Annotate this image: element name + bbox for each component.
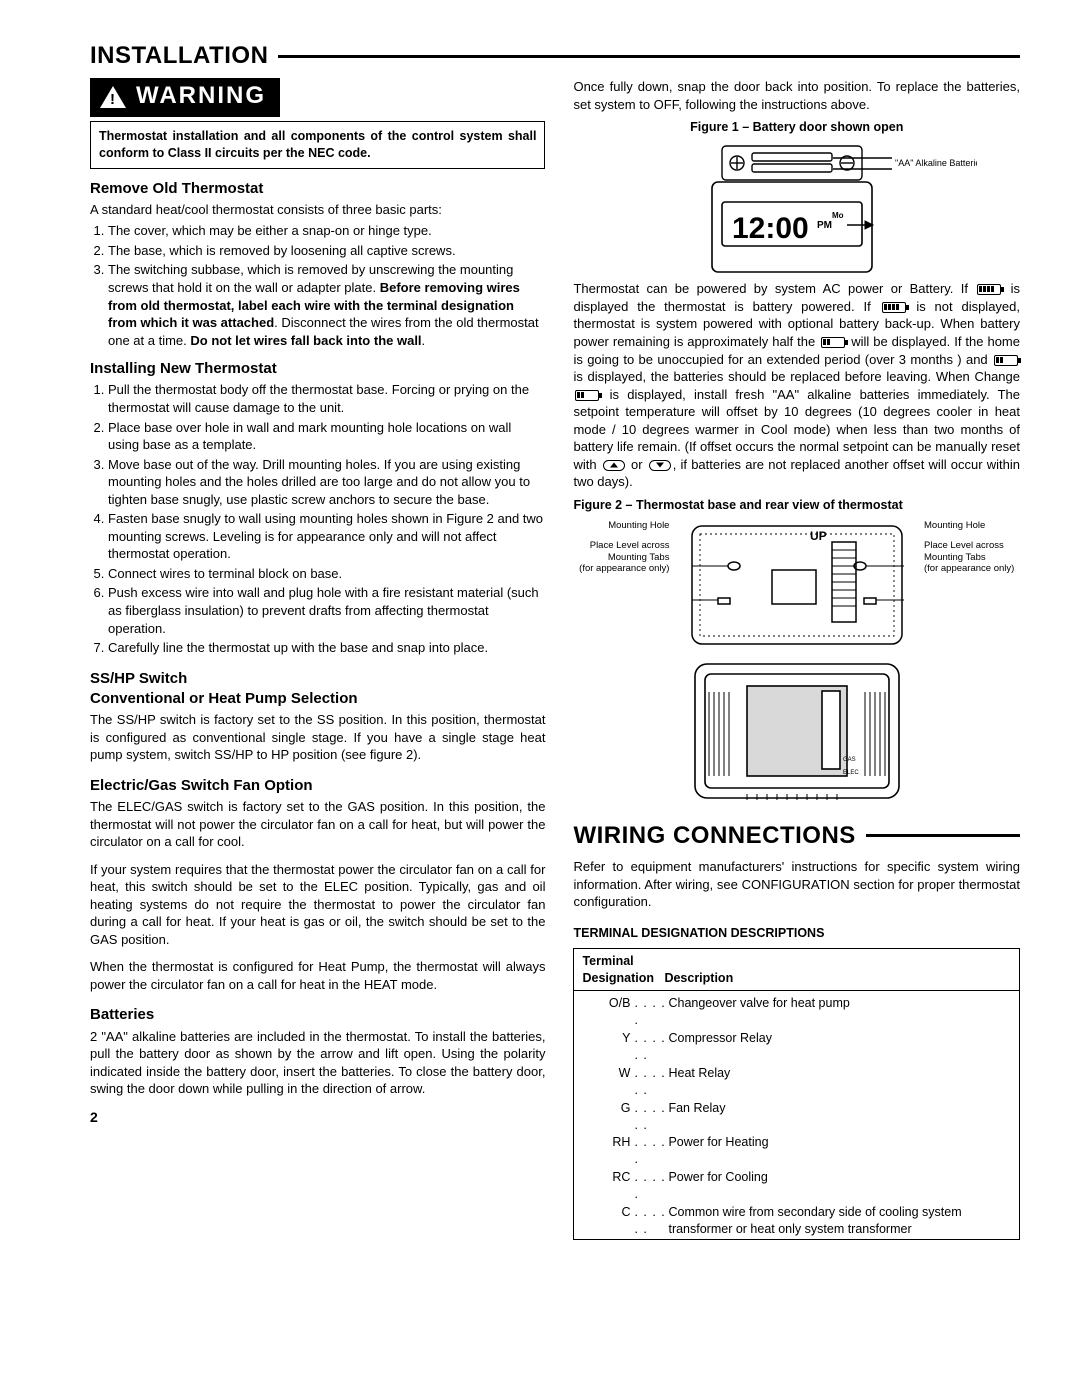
batteries-para: 2 "AA" alkaline batteries are included i… (90, 1028, 545, 1098)
remove-old-list: The cover, which may be either a snap-on… (90, 222, 545, 349)
terminal-dots: . . . . . . (634, 1100, 668, 1134)
fig1-pm-label: PM (817, 220, 832, 231)
install-new-item: Pull the thermostat body off the thermos… (108, 381, 545, 416)
terminal-code: G (582, 1100, 634, 1134)
fig1-clock-display: 12:00 (732, 212, 809, 245)
right-column: Once fully down, snap the door back into… (573, 78, 1020, 1239)
battery-icon (821, 337, 845, 348)
warning-triangle-icon (100, 86, 126, 108)
terminal-dots: . . . . . . (634, 1030, 668, 1064)
install-new-list: Pull the thermostat body off the thermos… (90, 381, 545, 656)
warning-text-box: Thermostat installation and all componen… (90, 121, 545, 169)
terminal-desc: Compressor Relay (668, 1030, 1011, 1064)
terminal-row: RC. . . . .Power for Cooling (582, 1169, 1011, 1203)
fig1-mo-label: Mo (832, 211, 844, 220)
terminal-desc: Heat Relay (668, 1065, 1011, 1099)
sshp-heading: SS/HP SwitchConventional or Heat Pump Se… (90, 669, 545, 710)
up-button-icon (603, 460, 625, 471)
terminal-table-title: TERMINAL DESIGNATION DESCRIPTIONS (573, 925, 1020, 942)
battery-icon (977, 284, 1001, 295)
battery-icon (882, 302, 906, 313)
down-button-icon (649, 460, 671, 471)
terminal-desc: Power for Cooling (668, 1169, 1011, 1203)
figure-2-bottom: GAS ELEC (573, 656, 1020, 806)
fig1-aa-label: "AA" Alkaline Batteries (895, 158, 977, 168)
install-new-heading: Installing New Thermostat (90, 359, 545, 379)
power-para: Thermostat can be powered by system AC p… (573, 280, 1020, 491)
elecgas-p2: If your system requires that the thermos… (90, 861, 545, 949)
terminal-row: O/B. . . . .Changeover valve for heat pu… (582, 995, 1011, 1029)
terminal-code: W (582, 1065, 634, 1099)
elecgas-heading: Electric/Gas Switch Fan Option (90, 776, 545, 796)
remove-old-item: The switching subbase, which is removed … (108, 261, 545, 349)
terminal-dots: . . . . . (634, 995, 668, 1029)
terminal-code: C (582, 1204, 634, 1238)
terminal-row: Y. . . . . .Compressor Relay (582, 1030, 1011, 1064)
terminal-desc: Changeover valve for heat pump (668, 995, 1011, 1029)
terminal-desc: Fan Relay (668, 1100, 1011, 1134)
warning-label: WARNING (136, 80, 266, 112)
terminal-table-head: Terminal Designation Description (574, 949, 1019, 992)
terminal-code: RC (582, 1169, 634, 1203)
warning-banner: WARNING (90, 78, 280, 116)
figure-2-top: Mounting Hole Place Level across Mountin… (573, 520, 1020, 650)
install-new-item: Fasten base snugly to wall using mountin… (108, 510, 545, 563)
remove-old-heading: Remove Old Thermostat (90, 179, 545, 199)
fig2-left-labels: Mounting Hole Place Level across Mountin… (573, 520, 669, 650)
terminal-desc: Common wire from secondary side of cooli… (668, 1204, 1011, 1238)
remove-old-intro: A standard heat/cool thermostat consists… (90, 201, 545, 219)
fig2-right-labels: Mounting Hole Place Level across Mountin… (924, 520, 1020, 650)
terminal-code: Y (582, 1030, 634, 1064)
terminal-dots: . . . . . . (634, 1065, 668, 1099)
install-new-item: Carefully line the thermostat up with th… (108, 639, 545, 657)
figure-1: "AA" Alkaline Batteries 12:00 PM Mo (573, 140, 1020, 280)
elecgas-p1: The ELEC/GAS switch is factory set to th… (90, 798, 545, 851)
batteries-heading: Batteries (90, 1005, 545, 1025)
elecgas-p3: When the thermostat is configured for He… (90, 958, 545, 993)
terminal-dots: . . . . . (634, 1169, 668, 1203)
terminal-row: C. . . . . .Common wire from secondary s… (582, 1204, 1011, 1238)
terminal-table: Terminal Designation Description O/B. . … (573, 948, 1020, 1240)
section-wiring-title: WIRING CONNECTIONS (573, 820, 1020, 852)
terminal-desc: Power for Heating (668, 1134, 1011, 1168)
fig2-up-label: UP (810, 529, 827, 543)
install-new-item: Move base out of the way. Drill mounting… (108, 456, 545, 509)
battery-icon (575, 390, 599, 401)
fig2-caption: Figure 2 – Thermostat base and rear view… (573, 497, 1020, 514)
fig2-elec-label: ELEC (843, 770, 859, 776)
terminal-code: RH (582, 1134, 634, 1168)
fig1-caption: Figure 1 – Battery door shown open (573, 119, 1020, 136)
terminal-row: G. . . . . .Fan Relay (582, 1100, 1011, 1134)
install-new-item: Push excess wire into wall and plug hole… (108, 584, 545, 637)
install-new-item: Connect wires to terminal block on base. (108, 565, 545, 583)
terminal-dots: . . . . . . (634, 1204, 668, 1238)
terminal-code: O/B (582, 995, 634, 1029)
terminal-row: RH. . . . .Power for Heating (582, 1134, 1011, 1168)
page-number: 2 (90, 1108, 545, 1127)
terminal-row: W. . . . . .Heat Relay (582, 1065, 1011, 1099)
left-column: WARNING Thermostat installation and all … (90, 78, 545, 1239)
section-installation-title: INSTALLATION (90, 40, 1020, 72)
remove-old-item: The base, which is removed by loosening … (108, 242, 545, 260)
fig2-gas-label: GAS (843, 757, 856, 763)
remove-old-item: The cover, which may be either a snap-on… (108, 222, 545, 240)
battery-icon (994, 355, 1018, 366)
sshp-para: The SS/HP switch is factory set to the S… (90, 711, 545, 764)
col2-p1: Once fully down, snap the door back into… (573, 78, 1020, 113)
install-new-item: Place base over hole in wall and mark mo… (108, 419, 545, 454)
terminal-dots: . . . . . (634, 1134, 668, 1168)
wiring-intro: Refer to equipment manufacturers' instru… (573, 858, 1020, 911)
